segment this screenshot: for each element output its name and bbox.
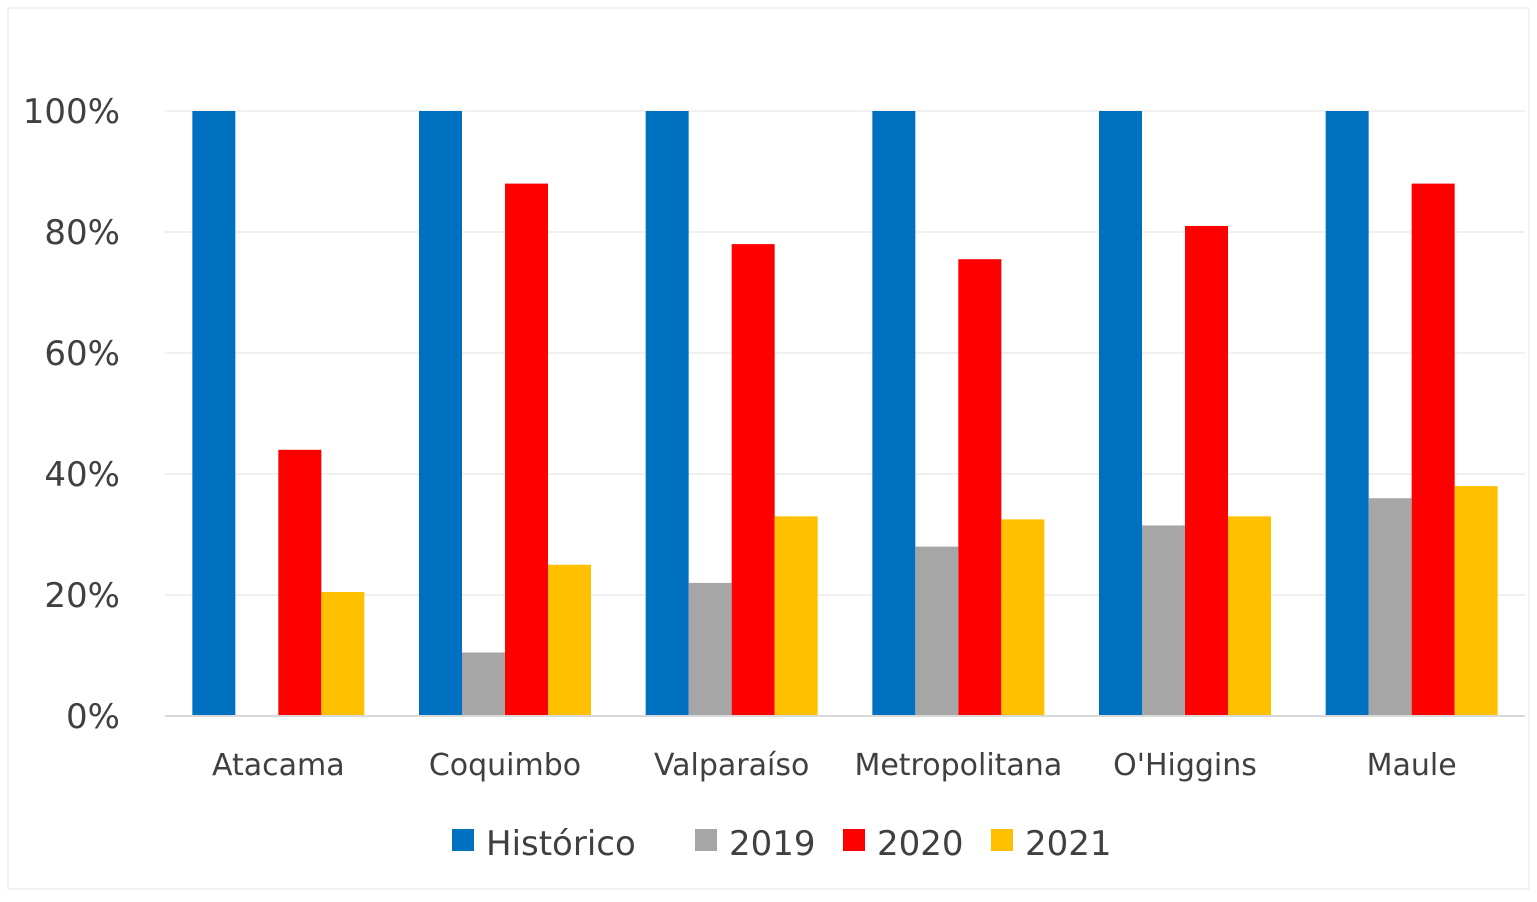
y-tick-label: 80% <box>44 213 120 253</box>
legend-label: 2019 <box>729 824 816 864</box>
bar-2020-valpara-so <box>731 244 775 716</box>
bar-hist-rico-o-higgins <box>1099 111 1142 716</box>
bar-hist-rico-atacama <box>192 111 236 716</box>
x-axis-categories: Atacama Coquimbo Valparaíso Metropolitana O'… <box>212 748 1457 783</box>
legend-swatch <box>843 829 865 851</box>
bar-2019-valpara-so <box>688 582 732 716</box>
bar-2020-maule <box>1411 183 1455 717</box>
bar-2019-maule <box>1368 498 1412 716</box>
bar-2019-metropolitana <box>915 546 959 716</box>
bar-2020-coquimbo <box>505 183 548 717</box>
bar-2021-valpara-so <box>774 516 818 716</box>
bar-2020-atacama <box>278 449 322 716</box>
y-tick-label: 100% <box>23 92 120 132</box>
y-tick-label: 40% <box>44 455 120 495</box>
x-category-label: Valparaíso <box>654 748 809 783</box>
y-tick-label: 0% <box>66 697 120 737</box>
y-axis-ticks: 0% 20% 40% 60% 80% 100% <box>23 92 120 737</box>
legend-label: 2021 <box>1025 824 1112 864</box>
bar-hist-rico-coquimbo <box>419 111 462 716</box>
legend-swatch <box>991 829 1013 851</box>
bar-2020-metropolitana <box>958 259 1002 716</box>
bar-2019-o-higgins <box>1142 525 1185 716</box>
legend-label: 2020 <box>877 824 964 864</box>
bar-hist-rico-maule <box>1325 111 1369 716</box>
bar-hist-rico-valpara-so <box>645 111 689 716</box>
y-tick-label: 60% <box>44 334 120 374</box>
bar-hist-rico-metropolitana <box>872 111 916 716</box>
x-category-label: Metropolitana <box>854 748 1062 783</box>
x-category-label: Coquimbo <box>429 748 581 783</box>
bar-2021-o-higgins <box>1228 516 1271 716</box>
x-category-label: Atacama <box>212 748 345 783</box>
bar-2021-metropolitana <box>1001 519 1045 716</box>
bar-2019-coquimbo <box>462 652 505 716</box>
y-tick-label: 20% <box>44 576 120 616</box>
legend: Histórico 2019 2020 2021 <box>452 824 1112 864</box>
bars <box>192 111 1498 717</box>
legend-swatch <box>452 829 474 851</box>
bar-2021-maule <box>1454 486 1498 716</box>
legend-label: Histórico <box>486 824 636 864</box>
x-category-label: Maule <box>1367 748 1457 783</box>
bar-2020-o-higgins <box>1185 225 1228 716</box>
bar-2021-coquimbo <box>548 564 591 716</box>
x-category-label: O'Higgins <box>1113 748 1257 783</box>
gridlines <box>165 110 1525 596</box>
legend-swatch <box>695 829 717 851</box>
bar-2021-atacama <box>321 591 365 716</box>
